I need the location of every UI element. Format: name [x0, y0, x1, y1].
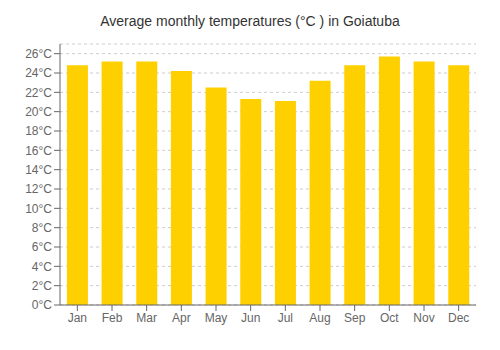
html-text:Average monthly temperatures (: Average monthly temperatures (°C ) in Go…	[100, 13, 400, 29]
svg-text:Sep: Sep	[344, 311, 366, 325]
svg-text:10°C: 10°C	[25, 202, 52, 216]
svg-text:16°C: 16°C	[25, 144, 52, 158]
svg-text:May: May	[205, 311, 228, 325]
svg-text:4°C: 4°C	[32, 260, 52, 274]
svg-text:Nov: Nov	[413, 311, 434, 325]
svg-text:Apr: Apr	[172, 311, 191, 325]
svg-text:Aug: Aug	[309, 311, 330, 325]
svg-text:24°C: 24°C	[25, 66, 52, 80]
svg-text:18°C: 18°C	[25, 124, 52, 138]
svg-text:Oct: Oct	[380, 311, 399, 325]
svg-text:12°C: 12°C	[25, 182, 52, 196]
svg-text:22°C: 22°C	[25, 86, 52, 100]
svg-text:20°C: 20°C	[25, 105, 52, 119]
svg-text:2°C: 2°C	[32, 279, 52, 293]
svg-text:26°C: 26°C	[25, 47, 52, 61]
svg-text:Feb: Feb	[102, 311, 123, 325]
svg-text:Jan: Jan	[68, 311, 87, 325]
svg-text:14°C: 14°C	[25, 163, 52, 177]
svg-text:Jun: Jun	[241, 311, 260, 325]
svg-text:8°C: 8°C	[32, 221, 52, 235]
svg-text:Mar: Mar	[136, 311, 157, 325]
svg-text:Dec: Dec	[448, 311, 469, 325]
svg-text:6°C: 6°C	[32, 240, 52, 254]
svg-text:0°C: 0°C	[32, 298, 52, 312]
svg-text:Jul: Jul	[278, 311, 293, 325]
